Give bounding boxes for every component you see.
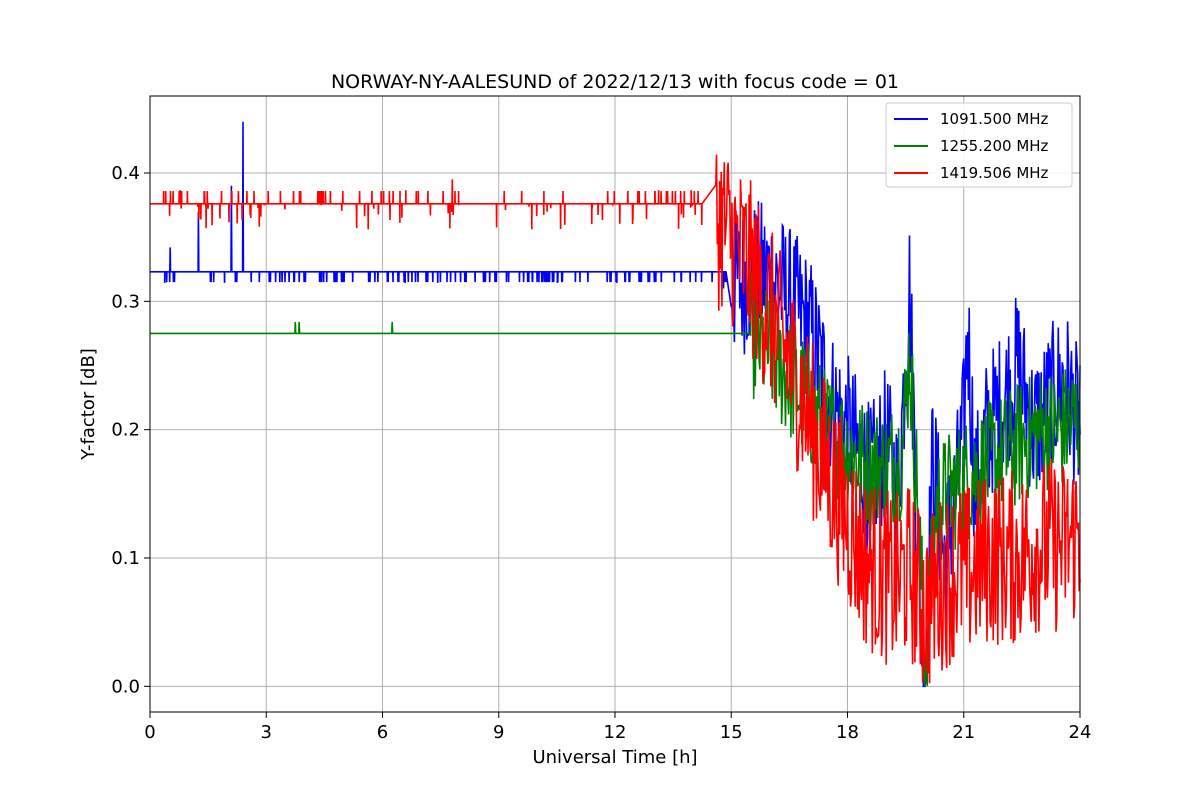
y-tick-label: 0.0 (111, 676, 140, 697)
x-axis: 0 3 6 9 12 15 18 21 24 (144, 712, 1091, 743)
legend: 1091.500 MHz 1255.200 MHz 1419.506 MHz (885, 102, 1073, 188)
x-tick-label: 6 (377, 722, 388, 743)
x-tick-label: 12 (604, 722, 627, 743)
y-axis-label: Y-factor [dB] (78, 348, 99, 461)
series-layer (150, 121, 1081, 688)
x-tick-label: 15 (720, 722, 743, 743)
legend-label: 1091.500 MHz (940, 110, 1049, 128)
x-axis-label: Universal Time [h] (532, 747, 697, 768)
y-axis: 0.0 0.1 0.2 0.3 0.4 (111, 163, 150, 697)
series-line (150, 154, 1081, 684)
legend-label: 1255.200 MHz (940, 137, 1049, 155)
x-tick-label: 21 (952, 722, 975, 743)
legend-box (885, 102, 1073, 188)
chart-title: NORWAY-NY-AALESUND of 2022/12/13 with fo… (331, 71, 899, 93)
x-tick-label: 3 (261, 722, 272, 743)
legend-label: 1419.506 MHz (940, 164, 1049, 182)
x-tick-label: 0 (144, 722, 155, 743)
x-tick-label: 18 (836, 722, 859, 743)
x-tick-label: 9 (493, 722, 504, 743)
y-tick-label: 0.4 (111, 163, 140, 184)
y-tick-label: 0.3 (111, 291, 140, 312)
y-tick-label: 0.1 (111, 548, 140, 569)
y-tick-label: 0.2 (111, 420, 140, 441)
series-2 (150, 154, 1081, 684)
x-tick-label: 24 (1069, 722, 1092, 743)
